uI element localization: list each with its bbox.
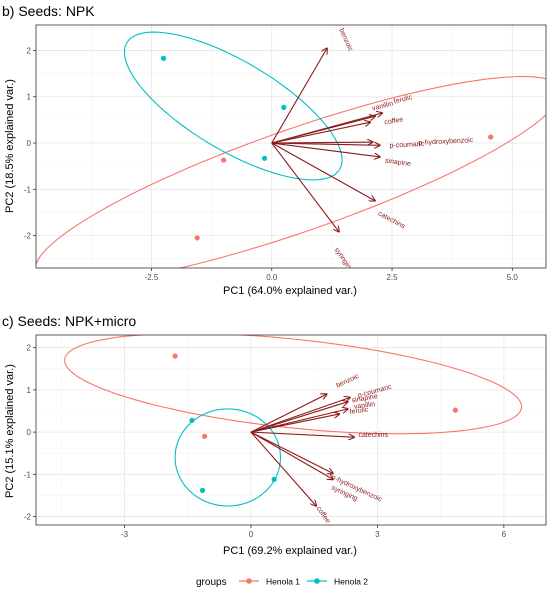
- legend-item-henola-1: Henola 1: [239, 577, 300, 587]
- loading-arrow-syringing: [271, 142, 339, 232]
- ellipse-henola-2: [174, 408, 282, 507]
- y-axis-title: PC2 (18.5% explained var.): [4, 79, 16, 213]
- y-tick-label: 1: [27, 386, 32, 395]
- legend-key-dot: [314, 578, 320, 584]
- legend: groups Henola 1 Henola 2: [196, 577, 368, 589]
- x-tick-label: -3: [121, 530, 129, 539]
- y-tick-label: -2: [24, 232, 32, 241]
- plot-frame: [35, 334, 547, 526]
- x-axis-title: PC1 (69.2% explained var.): [223, 545, 357, 557]
- ellipse-henola-1: [36, 75, 546, 268]
- ellipse-henola-1: [64, 335, 523, 435]
- loading-arrow-p-hydroxybenzoic: [250, 431, 333, 473]
- legend-label: Henola 1: [266, 577, 300, 587]
- point-henola-2: [189, 417, 195, 423]
- loading-arrow-ferulic: [250, 414, 340, 433]
- x-tick-label: 0.0: [266, 273, 278, 282]
- point-henola-1: [488, 134, 494, 140]
- x-axis-title: PC1 (64.0% explained var.): [223, 285, 357, 297]
- loading-arrow-benzoic: [250, 394, 327, 433]
- legend-label: Henola 2: [334, 577, 368, 587]
- point-henola-2: [261, 155, 268, 161]
- panel-npk-micro: c) Seeds: NPK+micro -3 0 3 6-2-1012benzoicp…: [2, 313, 547, 557]
- ellipse-henola-2: [123, 31, 343, 181]
- loading-label-ferulic: ferulic: [393, 94, 413, 106]
- loading-label-sinapine: sinapine: [385, 158, 412, 169]
- point-henola-1: [201, 433, 208, 439]
- x-tick-label: 2.5: [386, 273, 398, 282]
- y-tick-label: 2: [27, 344, 32, 353]
- point-henola-1: [221, 157, 227, 163]
- loading-arrow-catechins: [271, 142, 375, 201]
- point-henola-2: [271, 476, 277, 482]
- loading-label-p-coumaric: p-coumaric: [389, 141, 424, 150]
- y-tick-label: -1: [24, 185, 32, 194]
- y-tick-label: 0: [27, 139, 32, 148]
- loading-label-sinapine: sinapine: [351, 393, 378, 404]
- plot-background: [36, 335, 546, 525]
- loading-arrow-coffee: [271, 122, 371, 144]
- loading-label-vanillin: vanillin: [354, 401, 376, 411]
- loading-arrow-benzoic: [271, 48, 327, 144]
- y-tick-label: 2: [27, 46, 32, 55]
- legend-title: groups: [196, 577, 227, 588]
- y-tick-label: 1: [27, 93, 32, 102]
- y-tick-label: -1: [24, 470, 32, 479]
- panel-title: b) Seeds: NPK: [2, 3, 95, 19]
- point-henola-2: [199, 487, 206, 493]
- y-axis-title: PC2 (15.1% explained var.): [4, 364, 16, 498]
- loading-arrow-ferulic: [271, 113, 383, 144]
- loading-arrow-p-coumaric: [250, 397, 350, 433]
- point-henola-1: [172, 353, 178, 359]
- loading-label-catechins: catechins: [358, 432, 388, 439]
- loading-label-p-hydroxybenzoic: p-hydroxybenzoic: [418, 137, 474, 147]
- x-tick-label: -2.5: [145, 273, 159, 282]
- loading-arrow-p-hydroxybenzoic: [271, 143, 380, 145]
- loading-arrow-sinapine: [250, 402, 348, 433]
- loading-arrow-p-coumaric: [271, 142, 373, 143]
- point-henola-1: [194, 235, 200, 241]
- panel-title: c) Seeds: NPK+micro: [2, 313, 136, 329]
- loading-arrow-sinapine: [271, 142, 380, 157]
- loading-arrow-syringing: [250, 431, 333, 479]
- point-henola-2: [160, 55, 167, 61]
- x-tick-label: 6: [502, 530, 507, 539]
- loading-label-ferulic: ferulic: [349, 406, 369, 416]
- loading-arrow-catechins: [250, 431, 354, 437]
- x-tick-label: 3: [375, 530, 380, 539]
- plot-frame: [35, 24, 547, 269]
- y-tick-label: 0: [27, 428, 32, 437]
- x-tick-label: 0: [249, 530, 254, 539]
- x-tick-label: 5.0: [507, 273, 519, 282]
- loading-label-coffee: coffee: [384, 116, 404, 126]
- point-henola-1: [452, 407, 458, 413]
- y-tick-label: -2: [24, 513, 32, 522]
- legend-key-dot: [246, 578, 252, 584]
- legend-item-henola-2: Henola 2: [307, 577, 368, 587]
- plot-background: [36, 25, 546, 268]
- point-henola-2: [281, 104, 287, 110]
- loading-arrow-coffee: [250, 431, 316, 506]
